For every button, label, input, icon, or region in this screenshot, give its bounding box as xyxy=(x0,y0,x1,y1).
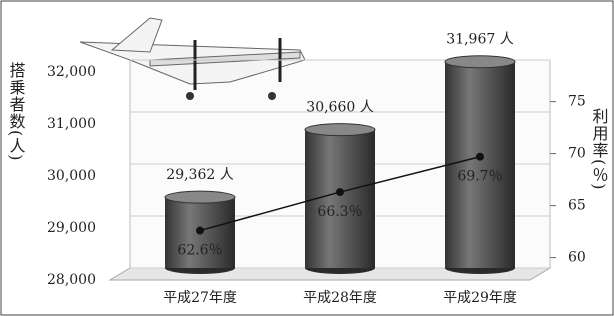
y2-tick-label: 60 xyxy=(568,250,586,266)
y2-tick-label: 70 xyxy=(568,146,586,162)
y2-tick-label: 65 xyxy=(568,198,586,214)
x-tick-label: 平成27年度 xyxy=(163,290,237,306)
line-point xyxy=(476,153,484,161)
y-tick-label: 30,000 xyxy=(47,168,96,184)
chart: 搭乗者数(人) 利用率(％) 28,000 29,000 30,000 31,000 3… xyxy=(0,0,614,316)
value-label: 62.6％ xyxy=(177,243,222,259)
bar-top xyxy=(445,56,515,68)
y-tick-label: 32,000 xyxy=(47,64,96,80)
value-label: 66.3％ xyxy=(317,204,362,220)
y2-tick-label: 75 xyxy=(568,94,586,110)
x-tick-label: 平成29年度 xyxy=(443,290,517,306)
y-tick-label: 28,000 xyxy=(47,272,96,288)
x-tick-label: 平成28年度 xyxy=(303,290,377,306)
bar-top xyxy=(305,124,375,136)
y2-axis-title: 利用率(％) xyxy=(590,108,609,190)
page: 搭乗者数(人) 利用率(％) 28,000 29,000 30,000 31,000 3… xyxy=(0,0,614,316)
line-point xyxy=(196,227,204,235)
value-label: 30,660 人 xyxy=(306,100,373,116)
bar xyxy=(445,62,515,268)
y-tick-label: 31,000 xyxy=(47,116,96,132)
bar-top xyxy=(165,191,235,203)
value-label: 69.7％ xyxy=(457,169,502,185)
value-label: 29,362 人 xyxy=(166,167,233,183)
y-axis-title: 搭乗者数(人) xyxy=(7,62,26,161)
value-label: 31,967 人 xyxy=(446,32,513,48)
y-tick-label: 29,000 xyxy=(47,220,96,236)
line-point xyxy=(336,188,344,196)
